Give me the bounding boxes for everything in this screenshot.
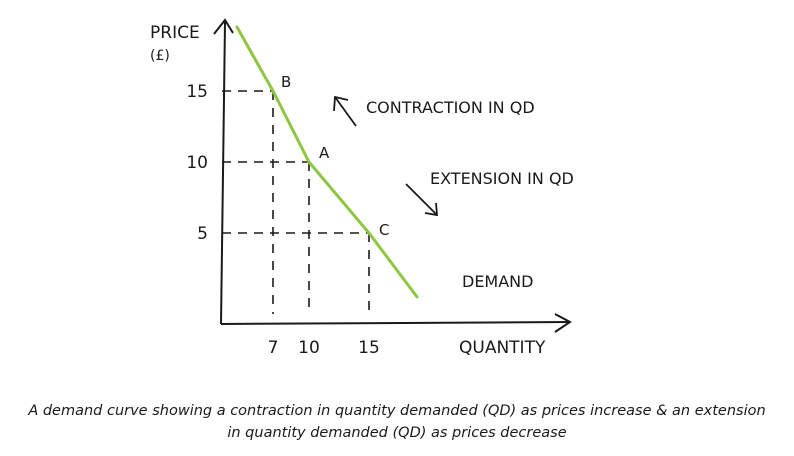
y-tick-label: 15 bbox=[186, 82, 208, 102]
point-label-A: A bbox=[319, 144, 330, 162]
point-label-B: B bbox=[281, 73, 291, 91]
demand-curve-chart: PRICE (£) QUANTITY 15 10 5 7 10 15 B A C CONTRA… bbox=[150, 18, 574, 358]
series-layer bbox=[235, 25, 419, 299]
tick-labels: 15 10 5 7 10 15 bbox=[186, 82, 379, 358]
y-axis bbox=[220, 21, 226, 325]
x-axis-title: QUANTITY bbox=[459, 338, 546, 358]
y-axis-arrowhead bbox=[213, 18, 234, 35]
figure-caption: A demand curve showing a contraction in … bbox=[0, 400, 794, 444]
demand-series-label: DEMAND bbox=[462, 272, 533, 291]
x-tick-label: 7 bbox=[268, 338, 279, 358]
point-label-C: C bbox=[379, 221, 389, 239]
point-labels: B A C bbox=[281, 73, 389, 239]
x-tick-label: 10 bbox=[298, 338, 320, 358]
contraction-label: CONTRACTION IN QD bbox=[366, 98, 535, 117]
y-tick-label: 10 bbox=[186, 153, 208, 173]
contraction-annotation: CONTRACTION IN QD bbox=[333, 95, 535, 127]
guide-lines bbox=[222, 90, 370, 314]
demand-line bbox=[235, 25, 419, 299]
y-tick-label: 5 bbox=[197, 224, 208, 244]
x-tick-label: 15 bbox=[358, 338, 380, 358]
caption-line-2: in quantity demanded (QD) as prices decr… bbox=[227, 425, 567, 441]
extension-label: EXTENSION IN QD bbox=[430, 169, 574, 188]
axes bbox=[213, 18, 572, 333]
caption-line-1: A demand curve showing a contraction in … bbox=[28, 403, 766, 419]
y-axis-unit: (£) bbox=[150, 48, 170, 64]
extension-arrow bbox=[405, 183, 438, 217]
extension-annotation: EXTENSION IN QD bbox=[405, 169, 574, 217]
x-axis-arrowhead bbox=[554, 313, 572, 333]
y-axis-title: PRICE bbox=[150, 23, 200, 43]
x-axis bbox=[220, 321, 571, 325]
contraction-arrow bbox=[333, 95, 357, 127]
